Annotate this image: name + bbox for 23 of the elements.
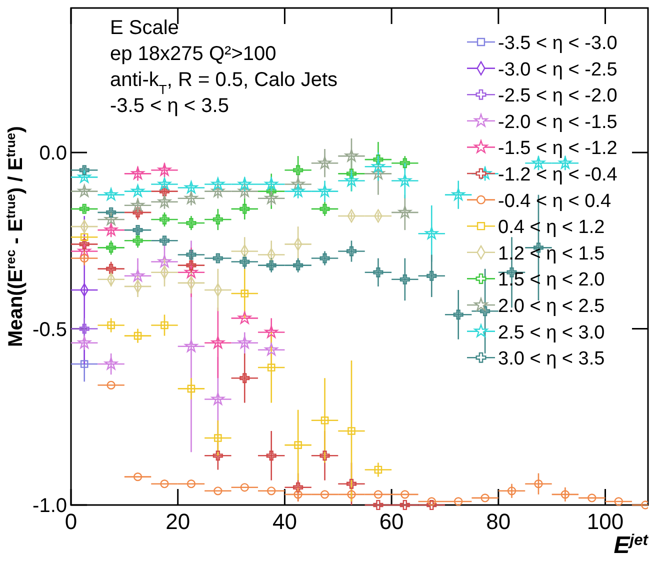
legend-label: -1.5 < η < -1.2 — [498, 138, 618, 160]
annotation: anti-k$_{T}$, R = 0.5, Calo Jets — [110, 69, 338, 96]
x-tick-label: 80 — [486, 509, 511, 534]
x-axis-title: E$^{jet}$ — [614, 532, 649, 559]
legend-label: -1.2 < η < -0.4 — [498, 164, 618, 186]
x-tick-label: 20 — [166, 509, 190, 534]
x-tick-label: 0 — [64, 509, 78, 534]
x-tick-label: 60 — [379, 509, 404, 534]
x-tick-label: 40 — [272, 509, 297, 534]
legend-label: 3.0 < η < 3.5 — [498, 348, 605, 370]
x-tick-label: 100 — [586, 509, 624, 534]
legend-label: -3.5 < η < -3.0 — [498, 33, 618, 54]
y-tick-label: -0.5 — [32, 318, 67, 341]
y-tick-label: -1.0 — [32, 495, 67, 517]
legend-label: -2.0 < η < -1.5 — [498, 112, 618, 133]
annotation: -3.5 < η < 3.5 — [110, 95, 229, 117]
legend-label: -2.5 < η < -2.0 — [498, 86, 618, 107]
legend-label: 2.5 < η < 3.0 — [498, 322, 605, 344]
y-tick-label: 0.0 — [39, 142, 67, 165]
annotation: ep 18x275 Q²>100 — [110, 43, 276, 65]
legend-label: -3.0 < η < -2.5 — [498, 59, 618, 80]
legend-label: 2.0 < η < 2.5 — [498, 296, 605, 317]
annotation: E Scale — [110, 17, 179, 39]
